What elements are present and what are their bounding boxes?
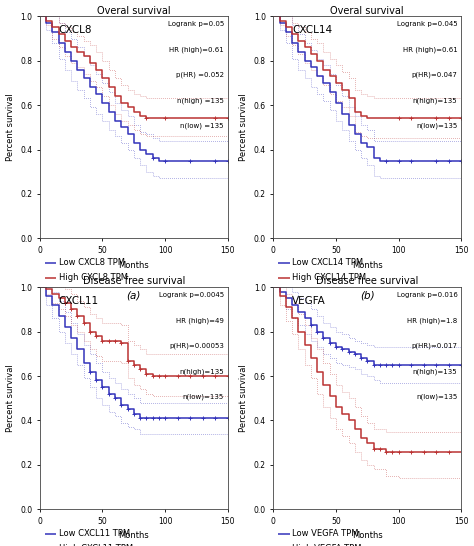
Text: p(HR) =0.052: p(HR) =0.052 xyxy=(176,72,224,78)
Title: Disease free survival: Disease free survival xyxy=(82,276,185,287)
X-axis label: Months: Months xyxy=(352,531,383,541)
Text: HR (high)=0.61: HR (high)=0.61 xyxy=(169,46,224,53)
Text: Low CXCL14 TPM: Low CXCL14 TPM xyxy=(292,258,364,268)
Text: (a): (a) xyxy=(127,290,141,300)
Text: Logrank p=0.045: Logrank p=0.045 xyxy=(397,21,457,27)
Text: High CXCL14 TPM: High CXCL14 TPM xyxy=(292,273,366,282)
Text: Low CXCL11 TPM: Low CXCL11 TPM xyxy=(59,529,130,538)
Text: n(low) =135: n(low) =135 xyxy=(181,123,224,129)
Text: n(low)=135: n(low)=135 xyxy=(416,123,457,129)
Text: n(high)=135: n(high)=135 xyxy=(413,97,457,104)
Text: Logrank p=0.05: Logrank p=0.05 xyxy=(168,21,224,27)
Text: n(high)=135: n(high)=135 xyxy=(179,369,224,375)
Y-axis label: Percent survival: Percent survival xyxy=(239,364,248,432)
X-axis label: Months: Months xyxy=(118,260,149,270)
Text: Low VEGFA TPM: Low VEGFA TPM xyxy=(292,529,359,538)
Text: Low CXCL8 TPM: Low CXCL8 TPM xyxy=(59,258,125,268)
Title: Overal survival: Overal survival xyxy=(330,5,404,15)
X-axis label: Months: Months xyxy=(352,260,383,270)
Text: High VEGFA TPM: High VEGFA TPM xyxy=(292,544,362,546)
Title: Overal survival: Overal survival xyxy=(97,5,171,15)
Text: CXCL14: CXCL14 xyxy=(292,25,332,35)
Text: VEGFA: VEGFA xyxy=(292,296,326,306)
Text: n(high)=135: n(high)=135 xyxy=(413,369,457,375)
Text: n(low)=135: n(low)=135 xyxy=(416,394,457,400)
Text: n(low)=135: n(low)=135 xyxy=(182,394,224,400)
Y-axis label: Percent survival: Percent survival xyxy=(239,93,248,161)
Text: High CXCL8 TPM: High CXCL8 TPM xyxy=(59,273,128,282)
Text: CXCL11: CXCL11 xyxy=(59,296,99,306)
Text: HR (high)=1.8: HR (high)=1.8 xyxy=(407,317,457,324)
Y-axis label: Percent survival: Percent survival xyxy=(6,93,15,161)
Text: Logrank p=0.0045: Logrank p=0.0045 xyxy=(159,292,224,298)
Y-axis label: Percent survival: Percent survival xyxy=(6,364,15,432)
Text: n(high) =135: n(high) =135 xyxy=(177,97,224,104)
Text: CXCL8: CXCL8 xyxy=(59,25,92,35)
Text: HR (high)=0.61: HR (high)=0.61 xyxy=(403,46,457,53)
Title: Disease free survival: Disease free survival xyxy=(316,276,419,287)
Text: Logrank p=0.016: Logrank p=0.016 xyxy=(397,292,457,298)
Text: HR (high)=49: HR (high)=49 xyxy=(176,317,224,324)
Text: p(HR)=0.047: p(HR)=0.047 xyxy=(411,72,457,78)
X-axis label: Months: Months xyxy=(118,531,149,541)
Text: p(HR)=0.017: p(HR)=0.017 xyxy=(411,343,457,349)
Text: (b): (b) xyxy=(360,290,374,300)
Text: p(HR)=0.00053: p(HR)=0.00053 xyxy=(169,343,224,349)
Text: High CXCL11 TPM: High CXCL11 TPM xyxy=(59,544,133,546)
